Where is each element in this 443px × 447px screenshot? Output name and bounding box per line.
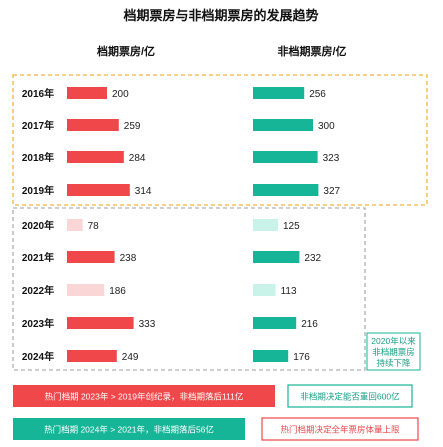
year-label: 2022年 [22, 284, 54, 297]
year-label: 2017年 [22, 119, 54, 132]
callout-teal-outline-text: 非档期决定能否重回600亿 [300, 392, 399, 402]
non-holiday-series-title: 非档期票房/亿 [277, 44, 346, 58]
non-holiday-value-label: 216 [301, 319, 318, 330]
year-label: 2020年 [22, 219, 54, 232]
non-holiday-value-label: 176 [293, 352, 310, 363]
non-holiday-bar [253, 119, 313, 131]
holiday-value-label: 186 [109, 286, 126, 297]
callout-teal-filled [13, 418, 245, 440]
non-holiday-value-label: 256 [309, 89, 326, 100]
year-label: 2018年 [22, 151, 54, 164]
chart-title: 档期票房与非档期票房的发展趋势 [123, 8, 318, 23]
decline-note-box [366, 332, 421, 371]
non-holiday-bar [253, 350, 289, 362]
pre-2020-frame [12, 74, 428, 206]
holiday-bar [67, 119, 119, 131]
holiday-bar [67, 151, 124, 163]
callout-teal-outline [287, 384, 413, 408]
year-label: 2016年 [22, 87, 54, 100]
holiday-bar [67, 350, 117, 362]
year-label: 2019年 [22, 184, 54, 197]
holiday-value-label: 238 [120, 253, 137, 264]
callout-red-filled [13, 385, 275, 407]
decline-note-line-2: 非档期票房 [372, 347, 415, 357]
holiday-value-label: 284 [129, 153, 146, 164]
non-holiday-bar [253, 251, 300, 263]
non-holiday-value-label: 327 [323, 186, 340, 197]
holiday-value-label: 200 [112, 89, 129, 100]
holiday-bar [67, 317, 134, 329]
non-holiday-value-label: 232 [304, 253, 321, 264]
post-2020-frame [12, 207, 366, 371]
non-holiday-value-label: 323 [323, 153, 340, 164]
holiday-bar [67, 219, 83, 231]
holiday-bar [67, 284, 105, 296]
holiday-value-label: 259 [124, 121, 141, 132]
holiday-value-label: 314 [135, 186, 152, 197]
year-label: 2021年 [22, 251, 54, 264]
callout-red-outline [261, 417, 419, 441]
year-label: 2024年 [22, 350, 54, 363]
non-holiday-bar [253, 151, 318, 163]
decline-note-line-3: 持续下降 [376, 358, 411, 368]
chart-rows: 2016年 200 256 2017年 259 300 2018年 284 323 2019年 31… [22, 87, 341, 363]
decline-note-line-1: 2020年以来 [371, 336, 416, 346]
non-holiday-value-label: 125 [283, 221, 300, 232]
callout-red-filled-text: 热门档期 2023年 > 2019年创纪录，非档期落后111亿 [45, 392, 244, 402]
holiday-series-title: 档期票房/亿 [97, 44, 155, 58]
non-holiday-value-label: 300 [318, 121, 335, 132]
holiday-value-label: 249 [122, 352, 139, 363]
non-holiday-bar [253, 317, 297, 329]
holiday-value-label: 333 [139, 319, 156, 330]
year-label: 2023年 [22, 317, 54, 330]
non-holiday-bar [253, 219, 278, 231]
non-holiday-bar [253, 184, 319, 196]
holiday-value-label: 78 [88, 221, 100, 232]
holiday-bar [67, 87, 107, 99]
callout-teal-filled-text: 热门档期 2024年 > 2021年，非档期落后56亿 [44, 425, 214, 435]
holiday-bar [67, 251, 115, 263]
holiday-bar [67, 184, 130, 196]
non-holiday-bar [253, 87, 305, 99]
non-holiday-value-label: 113 [281, 286, 297, 297]
callout-red-outline-text: 热门档期决定全年票房体量上限 [280, 425, 400, 435]
non-holiday-bar [253, 284, 276, 296]
